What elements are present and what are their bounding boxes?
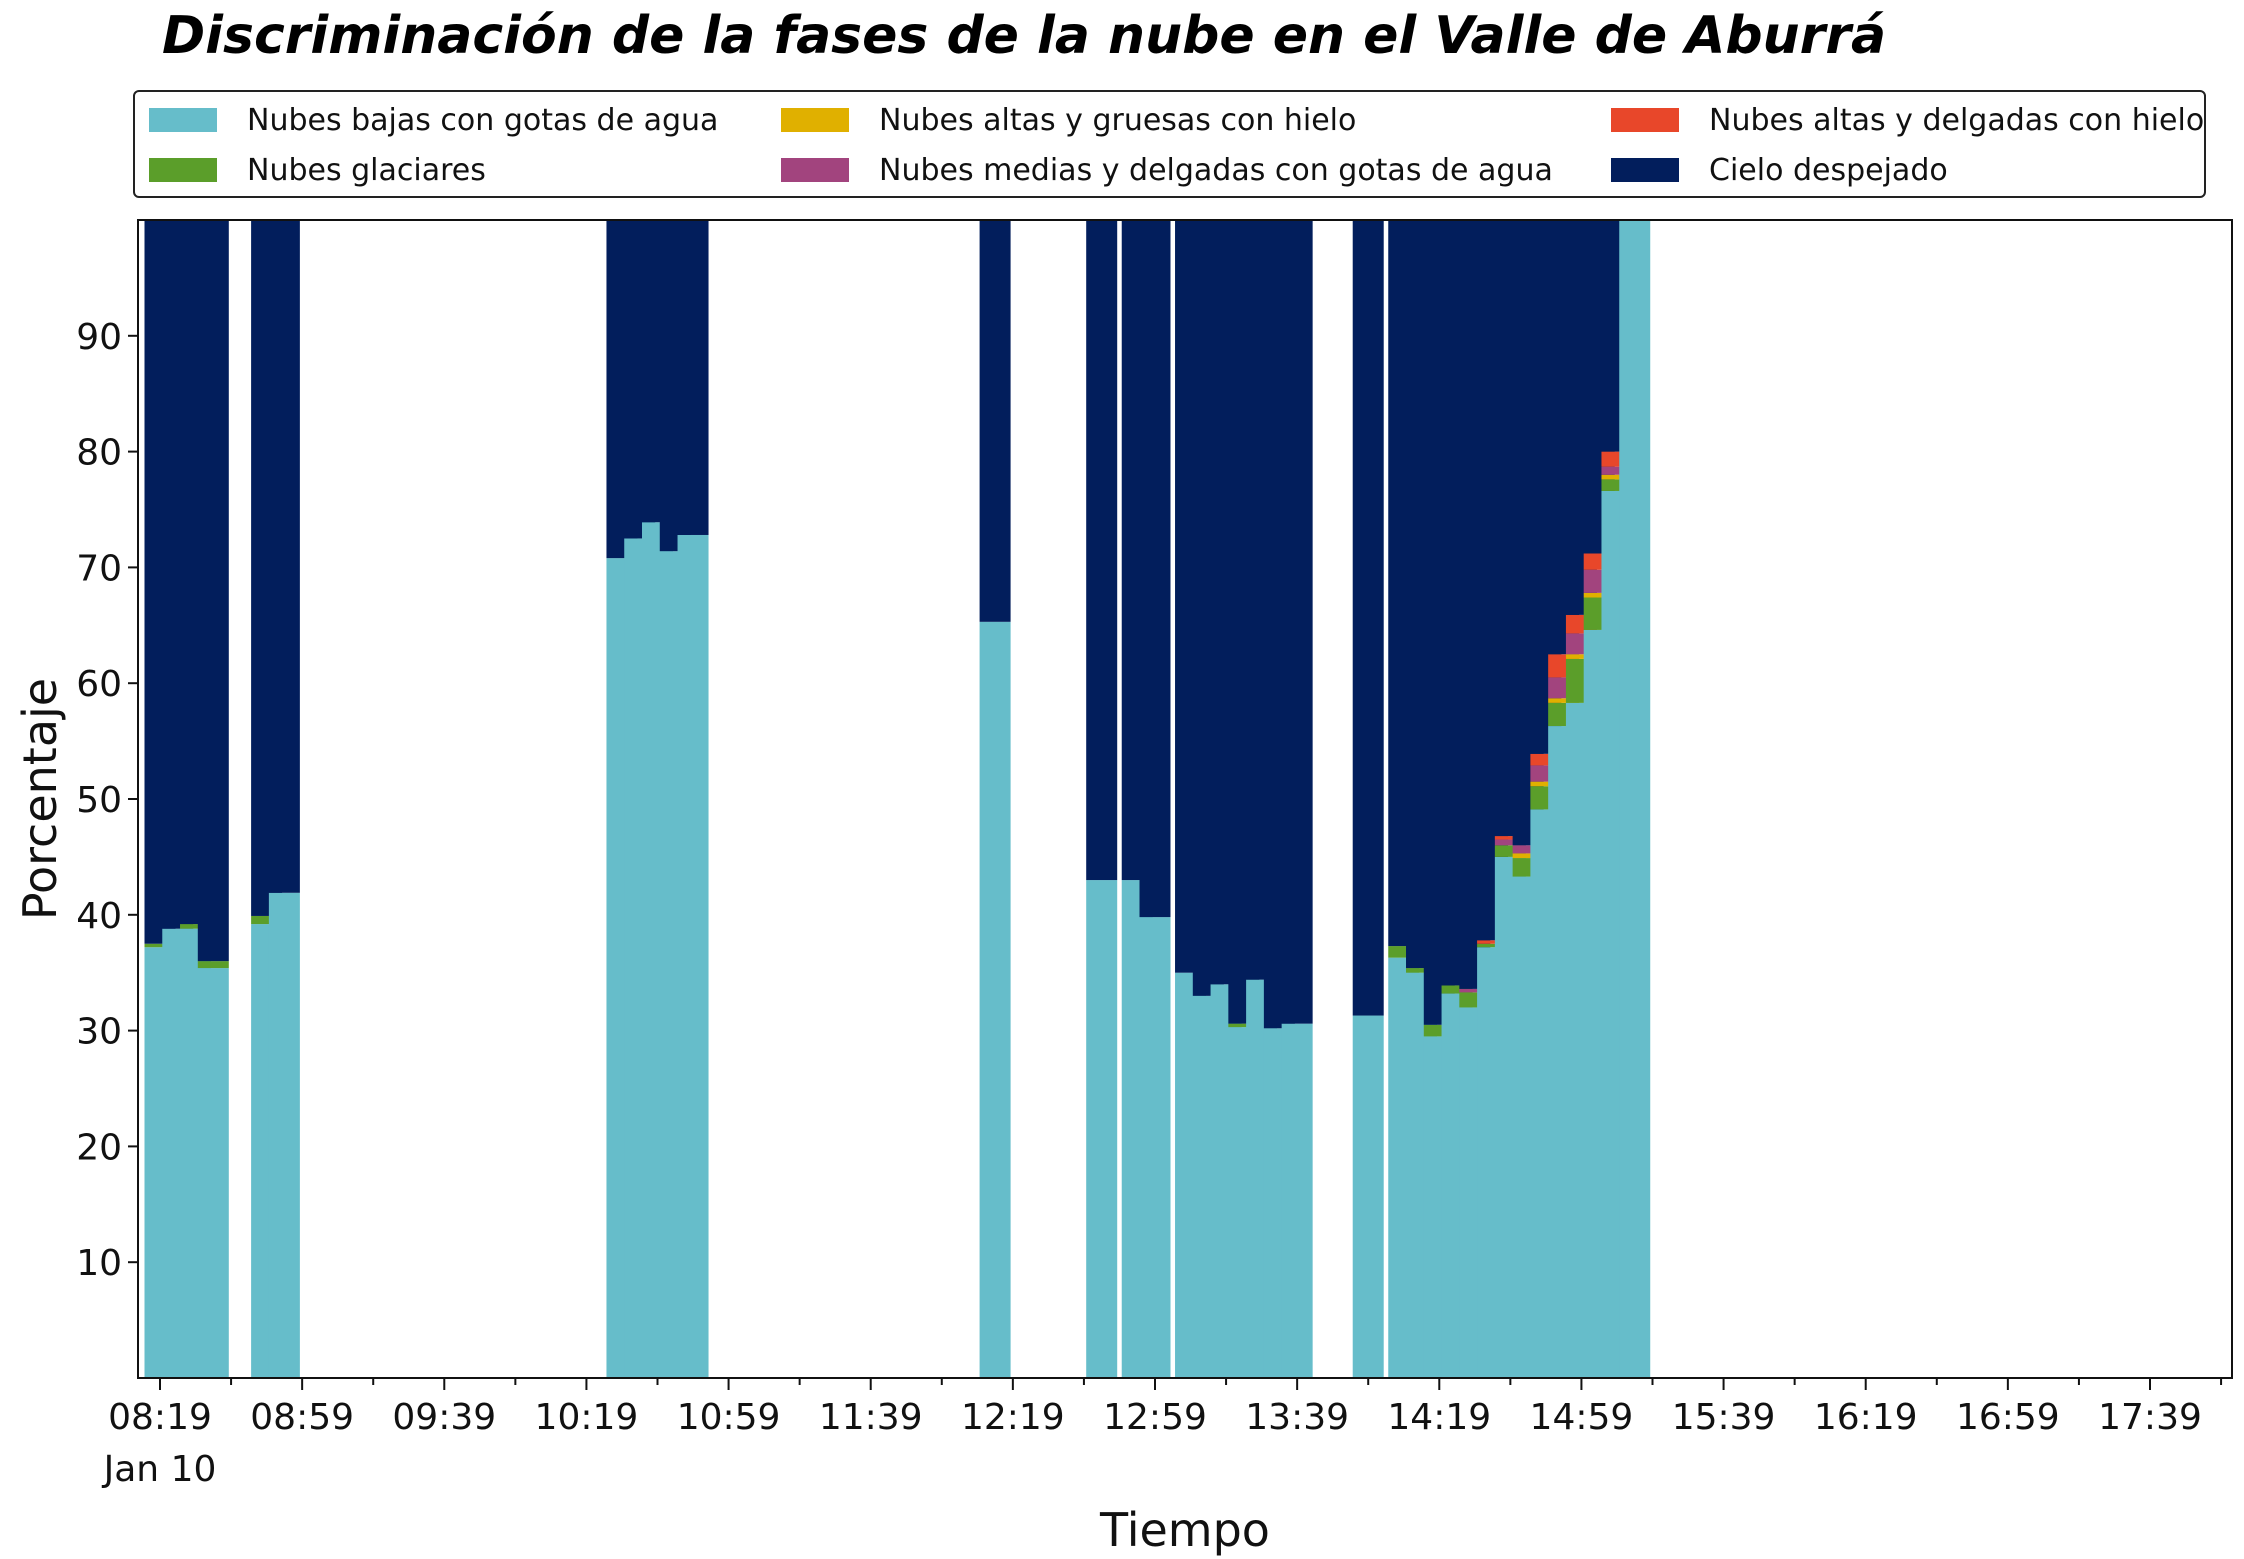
y-tick-label: 50 xyxy=(76,780,122,821)
bar-segment-2 xyxy=(1548,698,1580,703)
bar-segment-3 xyxy=(1601,466,1633,475)
x-tick-label: 17:39 xyxy=(2098,1397,2202,1438)
legend-item-cielo-despejado: Cielo despejado xyxy=(1611,150,1948,190)
y-tick-label: 10 xyxy=(76,1243,122,1284)
x-tick-label: 12:59 xyxy=(1103,1397,1207,1438)
bar-segment-4 xyxy=(1530,753,1562,766)
bar-segment-2 xyxy=(1583,592,1615,598)
x-tick-label: 12:19 xyxy=(961,1397,1065,1438)
bar-segment-2 xyxy=(1565,654,1597,659)
x-tick-label: 14:19 xyxy=(1387,1397,1491,1438)
x-tick-label: 11:39 xyxy=(819,1397,923,1438)
legend-swatch xyxy=(781,108,849,132)
legend-item-nubes-altas-gruesas: Nubes altas y gruesas con hielo xyxy=(781,100,1356,140)
legend-swatch xyxy=(1611,158,1679,182)
x-axis-title: Tiempo xyxy=(1099,1503,1270,1557)
bar-segment-1 xyxy=(1388,946,1420,958)
x-tick-label: 14:59 xyxy=(1530,1397,1634,1438)
bar-segment-0 xyxy=(268,892,300,1378)
y-tick-label: 40 xyxy=(76,896,122,937)
bar-segment-1 xyxy=(1423,1024,1455,1037)
legend-label: Nubes altas y delgadas con hielo xyxy=(1709,102,2205,138)
bar-segment-3 xyxy=(1512,845,1544,854)
legend-item-nubes-medias-delgadas: Nubes medias y delgadas con gotas de agu… xyxy=(781,150,1553,190)
bar-segment-2 xyxy=(1512,853,1544,859)
bar-segment-4 xyxy=(1494,836,1526,840)
bar-segment-5 xyxy=(979,220,1011,622)
x-tick-label: 15:39 xyxy=(1672,1397,1776,1438)
bar-segment-5 xyxy=(1139,220,1171,918)
bar-segment-1 xyxy=(1406,968,1438,973)
y-axis: 10 20 30 40 50 60 70 80 90 xyxy=(76,317,138,1284)
x-tick-label: 08:59 xyxy=(250,1397,354,1438)
x-axis-date-label: Jan 10 xyxy=(102,1449,217,1490)
y-tick-label: 60 xyxy=(76,664,122,705)
bar-segment-3 xyxy=(1494,839,1526,846)
x-tick-label: 08:19 xyxy=(108,1397,212,1438)
bar-segment-0 xyxy=(979,621,1011,1378)
legend-label: Nubes glaciares xyxy=(247,152,486,188)
bar-segment-5 xyxy=(268,220,300,893)
legend-label: Nubes bajas con gotas de agua xyxy=(247,102,719,138)
bar-segment-1 xyxy=(1228,1023,1260,1028)
bar-segment-0 xyxy=(1139,917,1171,1378)
bar-segment-2 xyxy=(1601,474,1633,480)
x-tick-label: 13:39 xyxy=(1245,1397,1349,1438)
x-tick-label: 10:19 xyxy=(535,1397,639,1438)
bar-segment-5 xyxy=(197,220,229,962)
bar-segment-0 xyxy=(1619,220,1651,1378)
legend-swatch xyxy=(1611,108,1679,132)
legend-label: Nubes medias y delgadas con gotas de agu… xyxy=(879,152,1553,188)
legend-label: Nubes altas y gruesas con hielo xyxy=(879,102,1357,138)
bar-segment-1 xyxy=(1477,943,1509,948)
bar-segment-1 xyxy=(1601,479,1633,491)
legend-item-nubes-glaciares: Nubes glaciares xyxy=(149,150,486,190)
y-tick-label: 20 xyxy=(76,1127,122,1168)
bar-segment-1 xyxy=(180,924,212,929)
bar-segment-1 xyxy=(197,961,229,969)
x-axis: 08:19 08:59 09:39 10:19 10:59 11:39 12:19 12:59… xyxy=(108,1378,2223,1438)
bar-segment-5 xyxy=(1352,220,1384,1016)
bar-segment-1 xyxy=(251,915,283,925)
bar-segment-0 xyxy=(1352,1015,1384,1378)
legend-item-nubes-bajas: Nubes bajas con gotas de agua xyxy=(149,100,718,140)
bars-group xyxy=(144,220,1651,1378)
x-tick-label: 09:39 xyxy=(392,1397,496,1438)
bar-segment-0 xyxy=(677,534,709,1378)
legend-item-nubes-altas-delgadas: Nubes altas y delgadas con hielo xyxy=(1611,100,2204,140)
bar-segment-0 xyxy=(1281,1023,1313,1378)
y-tick-label: 30 xyxy=(76,1012,122,1053)
bar-segment-3 xyxy=(1459,988,1491,993)
legend-swatch xyxy=(149,108,217,132)
bar-segment-5 xyxy=(677,220,709,535)
legend-swatch xyxy=(149,158,217,182)
bar-segment-1 xyxy=(1494,845,1526,857)
bar-segment-5 xyxy=(1086,220,1118,881)
bar-segment-4 xyxy=(1477,940,1509,944)
bar-segment-1 xyxy=(1441,985,1473,994)
legend-label: Cielo despejado xyxy=(1709,152,1948,188)
x-tick-label: 16:59 xyxy=(1956,1397,2060,1438)
y-tick-label: 90 xyxy=(76,317,122,358)
legend: Nubes bajas con gotas de agua Nubes glac… xyxy=(133,90,2206,198)
chart-title: Discriminación de la fases de la nube en… xyxy=(162,6,1887,66)
y-axis-title: Porcentaje xyxy=(13,678,67,920)
bar-segment-5 xyxy=(1281,220,1313,1024)
bar-segment-0 xyxy=(1086,880,1118,1378)
bar-segment-1 xyxy=(144,943,176,948)
legend-swatch xyxy=(781,158,849,182)
bar-segment-2 xyxy=(1530,781,1562,787)
y-tick-label: 70 xyxy=(76,548,122,589)
bar-segment-0 xyxy=(197,968,229,1378)
x-tick-label: 16:19 xyxy=(1814,1397,1918,1438)
y-tick-label: 80 xyxy=(76,433,122,474)
plot-frame xyxy=(137,219,2233,1379)
x-tick-label: 10:59 xyxy=(677,1397,781,1438)
